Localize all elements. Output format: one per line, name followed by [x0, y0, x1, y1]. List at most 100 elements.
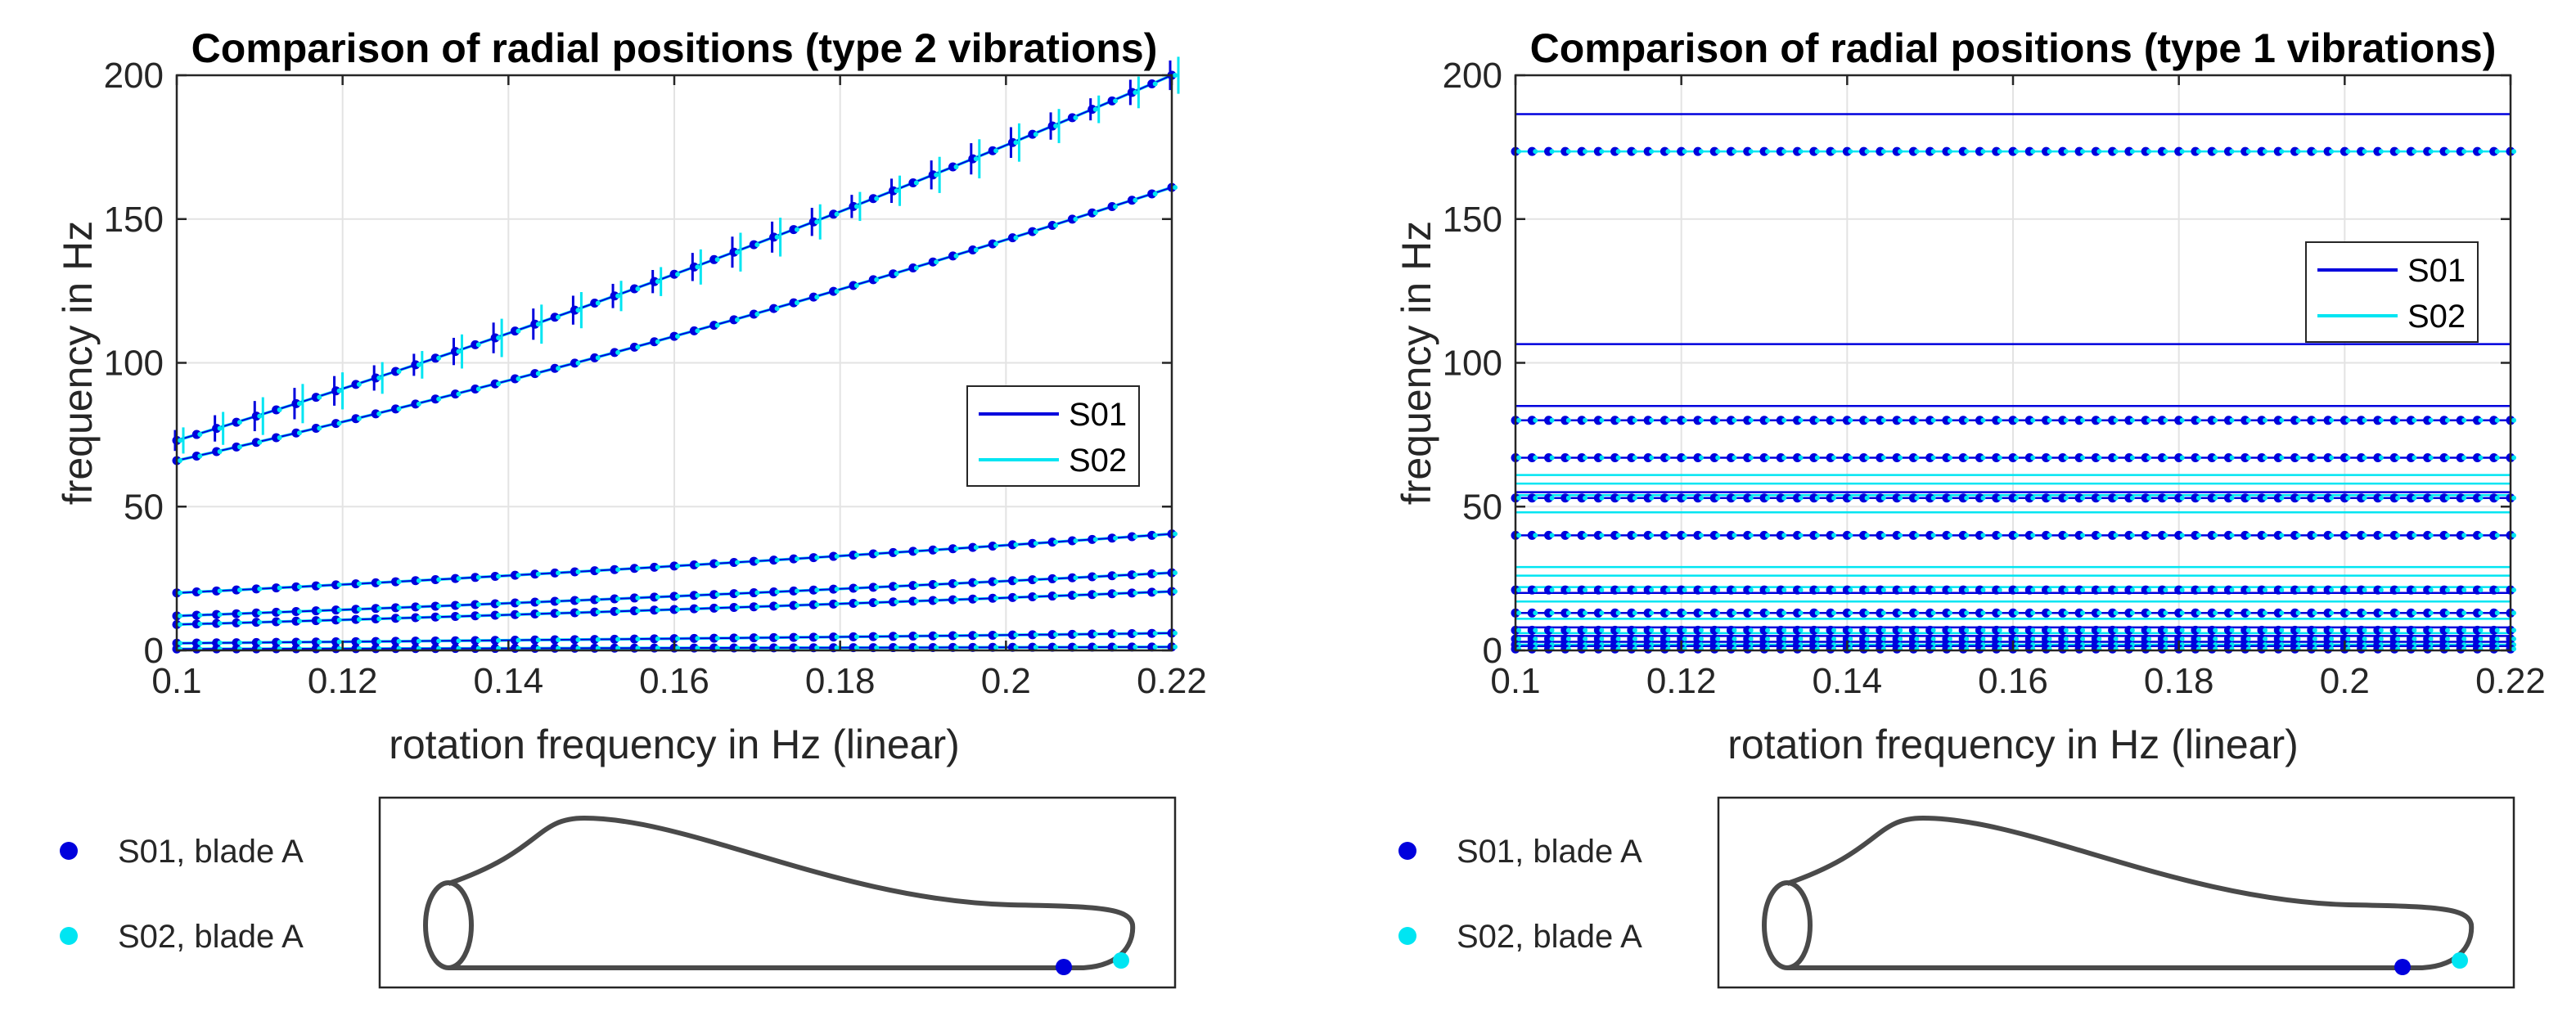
- data-point-s02: [1583, 149, 1588, 155]
- data-point-s01: [2223, 625, 2233, 635]
- data-point-s02: [1997, 610, 2002, 616]
- data-point-s02: [2412, 627, 2417, 633]
- data-point-s02: [2412, 533, 2417, 538]
- data-point-s01: [272, 583, 281, 593]
- data-point-s02: [2113, 636, 2119, 641]
- data-point-s02: [1113, 98, 1119, 104]
- data-point-s01: [2357, 625, 2367, 635]
- data-point-s02: [1549, 627, 1555, 633]
- data-point-s02: [1947, 495, 1952, 501]
- data-point-s02: [2279, 149, 2285, 155]
- data-point-s01: [550, 568, 560, 578]
- data-point-s02: [754, 635, 760, 641]
- data-point-s02: [475, 342, 481, 348]
- data-point-s02: [1732, 627, 1737, 633]
- data-point-s01: [2074, 416, 2084, 425]
- data-point-s01: [1047, 537, 1057, 547]
- data-point-s02: [2395, 417, 2401, 423]
- data-point-s02: [2312, 610, 2317, 616]
- data-point-s01: [550, 313, 560, 322]
- data-point-s02: [2080, 417, 2086, 423]
- data-point-s02: [953, 253, 959, 259]
- data-point-s02: [1516, 495, 1521, 501]
- data-point-s02: [1748, 610, 1754, 616]
- data-point-s02: [814, 219, 820, 225]
- data-point-s02: [2461, 636, 2467, 641]
- data-point-s02: [217, 425, 223, 431]
- data-point-s02: [2412, 495, 2417, 501]
- data-point-s01: [2406, 452, 2416, 462]
- chart-panel-1: 0.1 0.12 0.14 0.16 0.18 0.2 0.22050100150200Co…: [55, 25, 1207, 767]
- data-point-s02: [1831, 417, 1837, 423]
- data-point-s02: [2295, 495, 2301, 501]
- data-point-s02: [1615, 636, 1621, 641]
- data-point-s02: [1864, 587, 1870, 593]
- data-point-s02: [1880, 417, 1886, 423]
- data-point-s02: [655, 564, 660, 570]
- data-point-s01: [1643, 416, 1653, 425]
- data-point-s02: [456, 602, 462, 608]
- data-point-s01: [2207, 452, 2217, 462]
- data-point-s02: [874, 634, 880, 640]
- data-point-s01: [2423, 452, 2433, 462]
- data-point-s02: [178, 641, 182, 646]
- data-point-s01: [212, 447, 222, 457]
- data-point-s02: [317, 608, 322, 614]
- data-point-s02: [2195, 587, 2201, 593]
- data-point-s02: [1880, 495, 1886, 501]
- data-point-s02: [2428, 149, 2434, 155]
- data-point-s01: [570, 596, 579, 605]
- data-point-s02: [197, 641, 203, 646]
- data-point-s02: [1092, 210, 1098, 216]
- data-point-s01: [351, 614, 361, 624]
- data-point-s02: [834, 211, 840, 217]
- data-point-s01: [889, 632, 898, 641]
- data-point-s02: [1798, 149, 1804, 155]
- data-point-s01: [1809, 452, 1819, 462]
- data-point-s02: [2312, 417, 2317, 423]
- data-point-s02: [2279, 587, 2285, 593]
- data-point-s01: [2456, 625, 2466, 635]
- data-point-s02: [1173, 73, 1178, 78]
- data-point-s02: [695, 264, 700, 270]
- data-point-s02: [1980, 587, 1986, 593]
- data-point-s01: [1908, 585, 1918, 595]
- data-point-s02: [2295, 610, 2301, 616]
- data-point-s02: [814, 555, 820, 560]
- data-point-s02: [1133, 534, 1138, 540]
- data-point-s01: [2074, 493, 2084, 503]
- data-point-s02: [1632, 533, 1637, 538]
- data-point-s02: [2345, 627, 2351, 633]
- data-point-s01: [2357, 493, 2367, 503]
- data-point-s02: [1665, 417, 1671, 423]
- data-point-s01: [1876, 146, 1885, 156]
- data-point-s01: [2389, 146, 2399, 156]
- data-point-s02: [236, 611, 242, 617]
- data-point-s02: [2245, 455, 2251, 461]
- data-point-s01: [550, 609, 560, 618]
- data-point-s02: [1980, 533, 1986, 538]
- data-point-s01: [1793, 146, 1803, 156]
- data-point-s01: [1759, 585, 1769, 595]
- data-point-s02: [257, 586, 263, 591]
- data-point-s01: [808, 632, 818, 642]
- data-point-s01: [1067, 214, 1077, 224]
- data-point-s01: [1147, 587, 1157, 597]
- data-point-s01: [1958, 585, 1968, 595]
- data-point-s02: [1615, 610, 1621, 616]
- data-point-s02: [1565, 455, 1571, 461]
- data-point-s02: [2444, 627, 2450, 633]
- data-point-s01: [2373, 530, 2383, 540]
- data-point-s01: [490, 379, 500, 389]
- data-point-s02: [2245, 627, 2251, 633]
- data-point-s02: [197, 621, 203, 627]
- data-point-s01: [2340, 493, 2349, 503]
- data-point-s02: [2395, 627, 2401, 633]
- data-point-s02: [1053, 539, 1059, 545]
- data-point-s01: [1759, 452, 1769, 462]
- data-point-s02: [1964, 455, 1970, 461]
- data-point-s02: [734, 317, 740, 322]
- data-point-s02: [1649, 636, 1655, 641]
